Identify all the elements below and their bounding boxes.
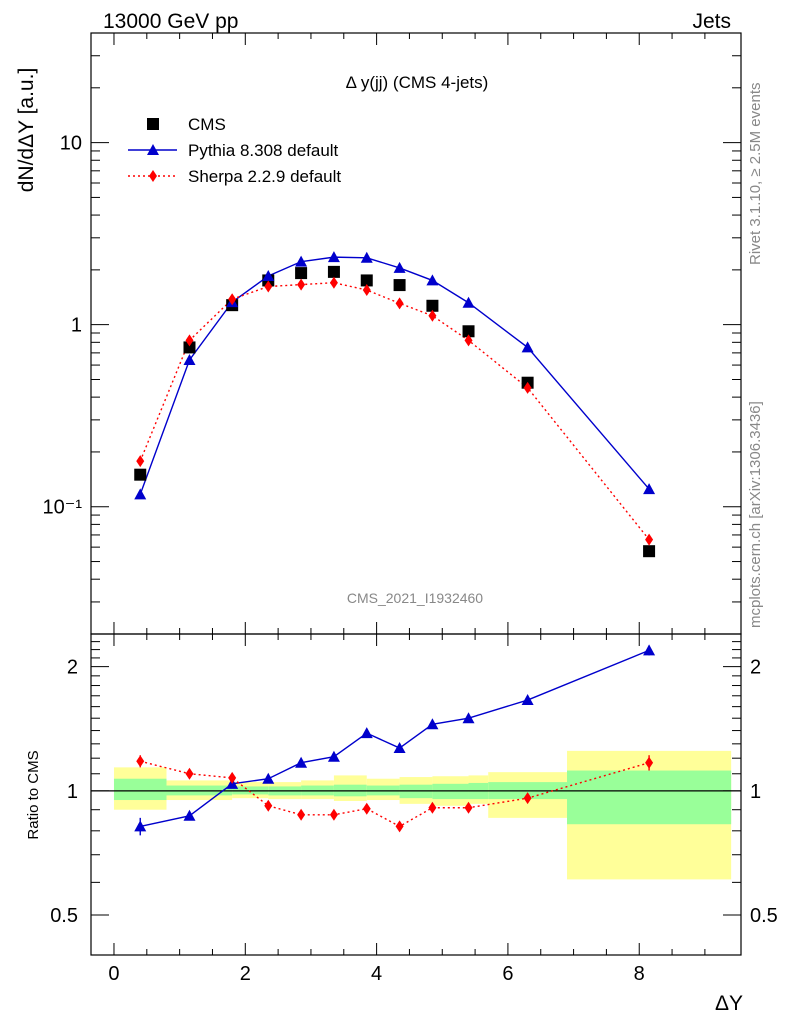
y-tick-label: 10⁻¹ (43, 497, 83, 519)
ratio-line (140, 649, 650, 828)
ratio-y-tick-label: 2 (750, 657, 761, 679)
rivet-label: Rivet 3.1.10, ≥ 2.5M events (747, 83, 764, 266)
pythia-marker (393, 742, 406, 754)
source-label: mcplots.cern.ch [arXiv:1306.3436] (747, 401, 764, 628)
sherpa-marker (645, 756, 654, 769)
pythia-marker (462, 296, 475, 308)
sherpa-marker (228, 293, 237, 306)
pythia-marker (134, 488, 147, 500)
uncertainty-bands (113, 750, 732, 880)
y-tick-label: 10 (60, 133, 82, 155)
pythia-marker (393, 261, 406, 273)
cms-marker (295, 267, 308, 280)
pythia-marker (327, 750, 340, 762)
inner-band (567, 770, 732, 825)
energy-label: 13000 GeV pp (103, 10, 238, 33)
ratio-y-tick-label: 1 (750, 781, 761, 803)
sherpa-marker (523, 792, 532, 805)
pythia-marker (643, 483, 656, 495)
series-lines (139, 256, 650, 828)
cms-marker (462, 325, 475, 338)
sherpa-marker (362, 802, 371, 815)
legend-label: Pythia 8.308 default (188, 141, 339, 160)
cms-marker (183, 341, 196, 354)
legend-label: CMS (188, 115, 226, 134)
pythia-marker (262, 772, 275, 784)
sherpa-marker (264, 799, 273, 812)
series-line (139, 256, 650, 495)
x-tick-label: 8 (634, 963, 645, 985)
series-line (139, 282, 650, 541)
ratio-y-tick-label: 1 (67, 781, 78, 803)
pythia-marker (183, 809, 196, 821)
pythia-marker (643, 644, 656, 656)
process-label: Jets (692, 10, 731, 33)
sherpa-marker (362, 284, 371, 297)
sherpa-marker (136, 755, 145, 768)
ratio-y-tick-label: 0.5 (750, 905, 778, 927)
cms-marker (426, 299, 439, 312)
watermark: CMS_2021_I1932460 (347, 590, 483, 606)
inner-band (432, 783, 469, 800)
sherpa-marker (645, 533, 654, 546)
sherpa-marker (185, 767, 194, 780)
sherpa-marker (464, 801, 473, 814)
sherpa-marker (395, 820, 404, 833)
sherpa-marker (428, 309, 437, 322)
series-markers (134, 251, 656, 836)
ratio-frame (90, 633, 742, 956)
pythia-marker (426, 274, 439, 286)
cms-marker (393, 279, 406, 292)
cms-marker (643, 545, 656, 558)
ratio-line (140, 760, 650, 828)
sherpa-marker (136, 455, 145, 468)
pythia-marker (262, 270, 275, 282)
plot-title: Δ y(jj) (CMS 4-jets) (346, 73, 489, 92)
sherpa-marker (185, 334, 194, 347)
sherpa-marker (149, 170, 157, 182)
inner-band (113, 778, 167, 801)
x-tick-label: 4 (371, 963, 382, 985)
sherpa-marker (428, 801, 437, 814)
sherpa-marker (523, 381, 532, 394)
legend: CMS Pythia 8.308 default Sherpa 2.2.9 defa… (128, 115, 341, 186)
x-tick-label: 0 (108, 963, 119, 985)
sherpa-marker (395, 297, 404, 310)
cms-marker (134, 468, 147, 481)
cms-marker (147, 118, 159, 130)
pythia-marker (327, 251, 340, 263)
sherpa-marker (228, 771, 237, 784)
y-axis-label-main: dN/dΔY [a.u.] (15, 68, 38, 193)
x-tick-label: 2 (240, 963, 251, 985)
pythia-marker (183, 353, 196, 365)
sherpa-marker (297, 278, 306, 291)
pythia-marker (147, 144, 159, 155)
axes: 0 2 4 6 8 10⁻¹ 1 10 0.5 0.5 1 1 2 2 (43, 32, 778, 985)
pythia-marker (360, 727, 373, 739)
pythia-marker (134, 820, 147, 832)
ratio-y-tick-label: 2 (67, 657, 78, 679)
pythia-marker (521, 694, 534, 706)
pythia-marker (360, 251, 373, 263)
pythia-marker (521, 341, 534, 353)
ratio-y-tick-label: 0.5 (50, 905, 78, 927)
pythia-marker (426, 718, 439, 730)
legend-label: Sherpa 2.2.9 default (188, 167, 341, 186)
sherpa-marker (464, 334, 473, 347)
cms-marker (360, 274, 373, 287)
sherpa-marker (329, 808, 338, 821)
cms-marker (327, 265, 340, 278)
y-axis-label-ratio: Ratio to CMS (25, 750, 42, 839)
pythia-marker (295, 756, 308, 768)
pythia-marker (295, 255, 308, 267)
x-axis-label: ΔY (715, 992, 743, 1015)
x-tick-label: 6 (502, 963, 513, 985)
y-tick-label: 1 (71, 315, 82, 337)
pythia-marker (462, 712, 475, 724)
sherpa-marker (329, 276, 338, 289)
sherpa-marker (264, 280, 273, 293)
sherpa-marker (297, 808, 306, 821)
